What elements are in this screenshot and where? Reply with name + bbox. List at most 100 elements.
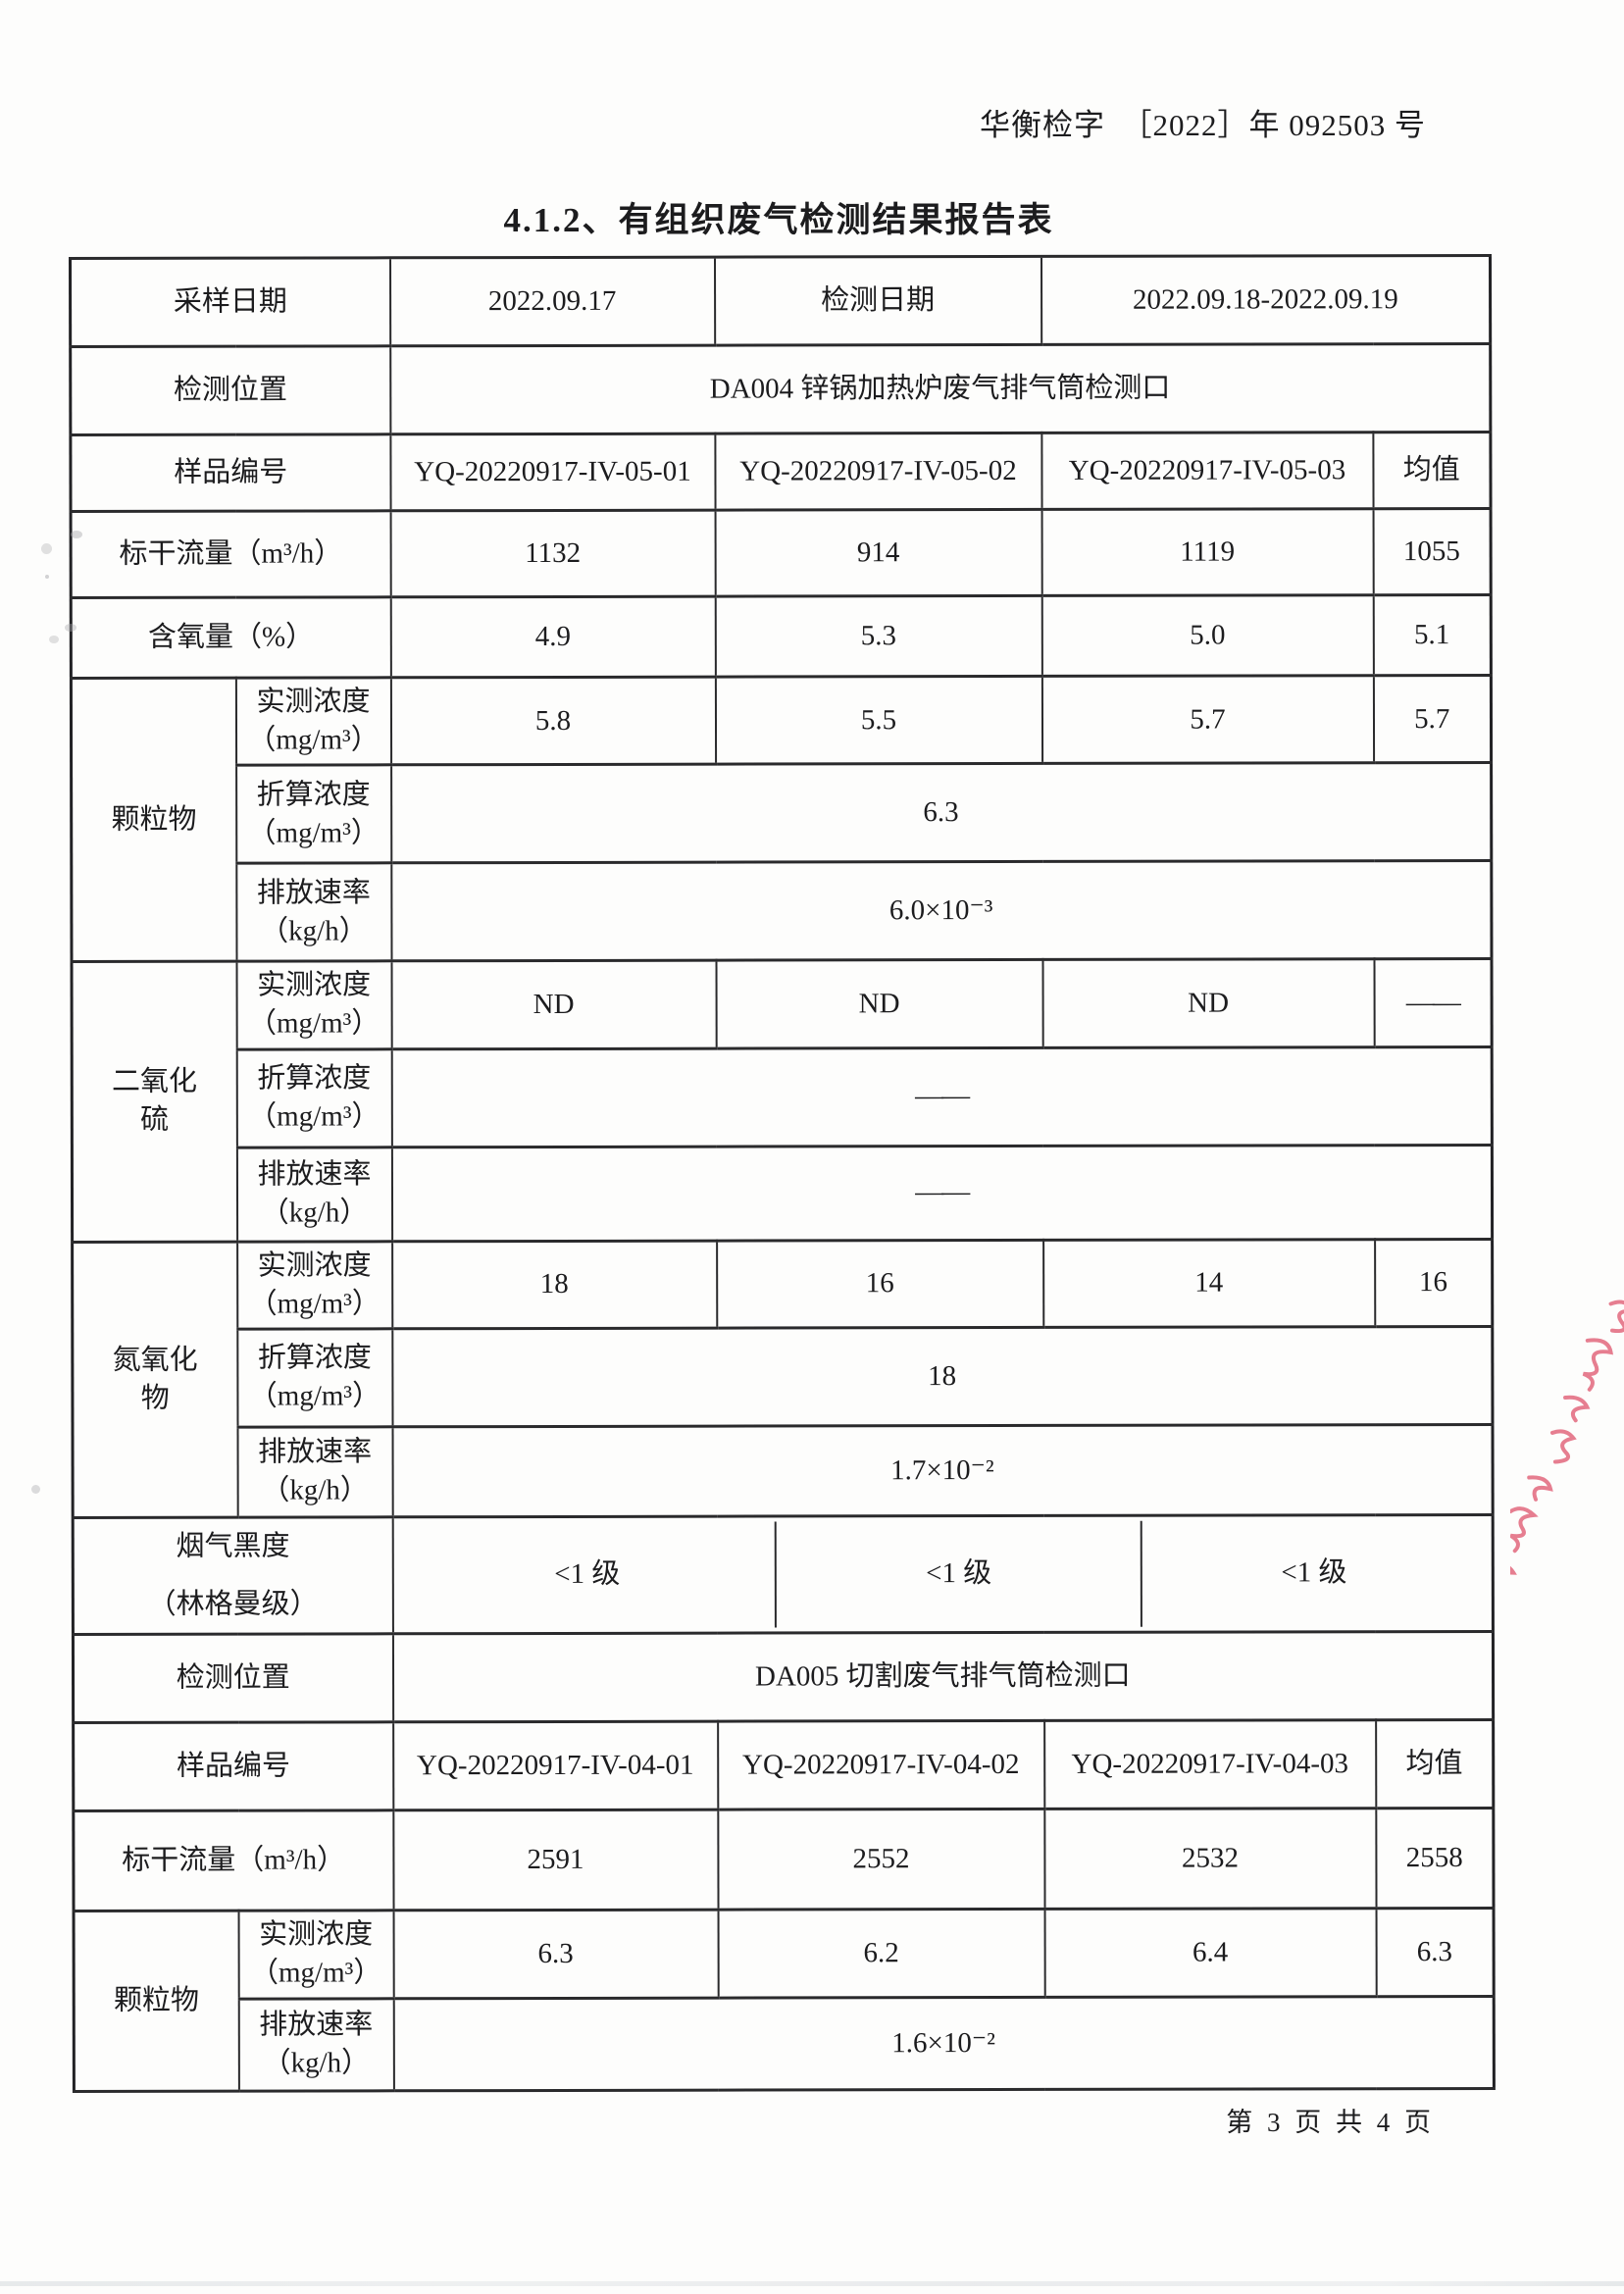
label-mean-2: 均值 [1375,1719,1494,1809]
flow-2-3: 2532 [1043,1808,1377,1910]
row-pm-rate: 排放速率 （kg/h） 6.0×10⁻³ [72,860,1493,962]
sample-id-1-2: YQ-20220917-IV-05-02 [714,433,1042,511]
nox-measured-mean: 16 [1374,1239,1493,1327]
pm-rate-value: 6.0×10⁻³ [390,860,1493,962]
sublabel-so2-converted: 折算浓度 （mg/m³） [236,1048,392,1147]
sublabel-pm2-measured: 实测浓度 （mg/m³） [238,1910,394,1999]
sublabel-pm-rate-line2: （kg/h） [260,915,368,947]
nox-measured-3: 14 [1042,1239,1375,1328]
nox-measured-1: 18 [391,1240,717,1329]
row-nox-rate: 排放速率 （kg/h） 1.7×10⁻² [73,1424,1494,1517]
sublabel-so2-measured-line2: （mg/m³） [247,1007,381,1041]
row-pm2-measured: 颗粒物 实测浓度 （mg/m³） 6.3 6.2 6.4 6.3 [74,1908,1495,2092]
row-blackness: 烟气黑度 （林格曼级） <1 级 <1 级 <1 级 [73,1514,1494,1635]
sample-id-2-2: YQ-20220917-IV-04-02 [717,1720,1044,1810]
sublabel-pm2-measured-line1: 实测浓度 [259,1918,374,1951]
sublabel-pm-rate-line1: 排放速率 [256,876,371,909]
pm2-measured-1: 6.3 [393,1909,719,1999]
oxygen-mean: 5.1 [1373,594,1492,676]
sublabel-nox-rate-line1: 排放速率 [258,1436,373,1468]
pm-measured-1: 5.8 [390,677,716,766]
group-label-pm: 颗粒物 [71,678,237,962]
group-label-so2-line2: 硫 [140,1104,170,1137]
label-mean-1: 均值 [1372,432,1492,509]
pm2-measured-3: 6.4 [1044,1908,1377,1998]
flow-2-mean: 2558 [1375,1808,1495,1909]
oxygen-3: 5.0 [1041,594,1374,677]
row-location-1: 检测位置 DA004 锌锅加热炉废气排气筒检测口 [70,343,1491,435]
blackness-1: <1 级 [554,1558,621,1591]
pm2-measured-2: 6.2 [718,1909,1045,1998]
sublabel-nox-measured-line1: 实测浓度 [257,1249,372,1282]
group-label-so2-line1: 二氧化 [111,1066,198,1098]
sample-id-2-3: YQ-20220917-IV-04-03 [1043,1719,1376,1810]
row-dates: 采样日期 2022.09.17 检测日期 2022.09.18-2022.09.… [70,255,1491,347]
group-label-pm2: 颗粒物 [74,1910,239,2092]
flow-2-1: 2591 [392,1809,719,1911]
sample-id-1-1: YQ-20220917-IV-05-01 [389,433,716,511]
sublabel-so2-converted-line1: 折算浓度 [257,1062,372,1095]
label-sample-id-2: 样品编号 [73,1721,393,1811]
handwritten-red-annotation [1510,1300,1624,1586]
sublabel-nox-converted-line1: 折算浓度 [257,1342,372,1374]
scan-smudge [49,636,59,643]
pm-measured-mean: 5.7 [1373,675,1492,763]
pm-measured-2: 5.5 [715,676,1042,765]
document-reference-number: 华衡检字 ［2022］年 092503 号 [980,108,1426,142]
so2-measured-mean: —— [1374,958,1493,1047]
row-sample-ids-2: 样品编号 YQ-20220917-IV-04-01 YQ-20220917-IV… [73,1719,1494,1811]
sublabel-so2-converted-line2: （mg/m³） [248,1100,381,1133]
flow-2-2: 2552 [717,1809,1045,1910]
nox-converted-value: 18 [391,1326,1494,1427]
row-nox-converted: 折算浓度 （mg/m³） 18 [73,1326,1494,1427]
scan-smudge [41,543,52,554]
label-flow-1: 标干流量（m³/h） [71,510,391,598]
scan-smudge [45,575,49,579]
label-blackness-line1: 烟气黑度 [176,1530,290,1562]
sublabel-pm-measured: 实测浓度 （mg/m³） [235,677,391,766]
sublabel-pm2-rate-line1: 排放速率 [259,2009,374,2041]
so2-measured-1: ND [391,960,717,1049]
flow-1-mean: 1055 [1373,508,1492,595]
sublabel-so2-measured-line1: 实测浓度 [257,969,372,1001]
pm2-measured-mean: 6.3 [1376,1908,1495,1997]
sublabel-pm-measured-line2: （mg/m³） [247,724,380,756]
row-so2-converted: 折算浓度 （mg/m³） —— [72,1046,1493,1147]
nox-measured-2: 16 [716,1239,1043,1328]
row-flow-2: 标干流量（m³/h） 2591 2552 2532 2558 [73,1808,1495,1912]
sublabel-nox-measured-line2: （mg/m³） [248,1288,381,1320]
sublabel-so2-rate-line2: （kg/h） [260,1197,369,1229]
sublabel-nox-measured: 实测浓度 （mg/m³） [236,1241,392,1329]
sublabel-so2-measured: 实测浓度 （mg/m³） [236,961,392,1049]
sublabel-nox-converted-line2: （mg/m³） [248,1380,381,1412]
label-location-1: 检测位置 [70,345,390,435]
label-blackness-line2: （林格曼级） [147,1588,319,1620]
label-test-date: 检测日期 [714,256,1041,346]
so2-measured-2: ND [716,959,1043,1048]
row-so2-measured: 二氧化 硫 实测浓度 （mg/m³） ND ND ND —— [72,958,1493,1243]
sublabel-pm-converted: 折算浓度 （mg/m³） [235,765,391,864]
sublabel-nox-rate: 排放速率 （kg/h） [236,1426,393,1517]
sample-id-1-3: YQ-20220917-IV-05-03 [1040,432,1374,510]
row-flow-1: 标干流量（m³/h） 1132 914 1119 1055 [71,508,1492,598]
so2-rate-value: —— [391,1145,1493,1242]
sublabel-pm-converted-line2: （mg/m³） [247,817,380,849]
sublabel-pm-converted-line1: 折算浓度 [256,778,371,811]
group-label-nox-line2: 物 [140,1382,170,1414]
pm-converted-value: 6.3 [390,762,1492,864]
scan-smudge [31,1485,40,1494]
sublabel-so2-rate: 排放速率 （kg/h） [236,1147,392,1242]
value-test-date: 2022.09.18-2022.09.19 [1040,255,1491,345]
oxygen-2: 5.3 [715,595,1042,678]
value-sampling-date: 2022.09.17 [389,257,715,346]
scan-edge [0,2281,1624,2286]
row-pm-measured: 颗粒物 实测浓度 （mg/m³） 5.8 5.5 5.7 5.7 [71,675,1492,962]
results-table: 采样日期 2022.09.17 检测日期 2022.09.18-2022.09.… [69,253,1496,2093]
label-location-2: 检测位置 [73,1633,393,1723]
group-label-nox-line1: 氮氧化 [112,1344,198,1376]
row-sample-ids-1: 样品编号 YQ-20220917-IV-05-01 YQ-20220917-IV… [70,432,1492,512]
row-oxygen: 含氧量（%） 4.9 5.3 5.0 5.1 [71,594,1492,679]
blackness-3: <1 级 [1140,1519,1486,1627]
row-pm2-rate: 排放速率 （kg/h） 1.6×10⁻² [74,1996,1495,2091]
flow-1-2: 914 [715,509,1042,597]
